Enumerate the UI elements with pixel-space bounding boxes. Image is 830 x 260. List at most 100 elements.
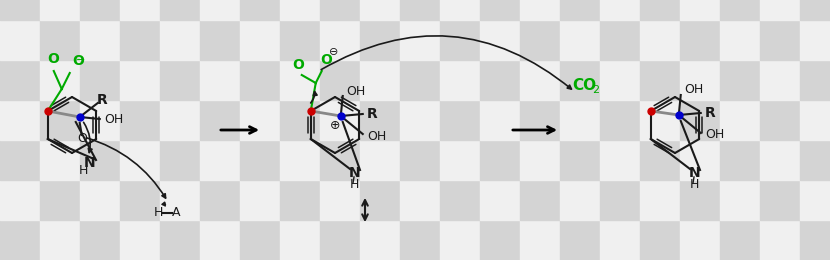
Bar (120, 20, 160, 60)
Bar (120, 220, 160, 260)
Bar (280, 100, 320, 140)
Bar (760, 0, 800, 20)
Text: −: − (76, 55, 85, 65)
Bar (280, 180, 320, 220)
Bar (560, 180, 600, 220)
Bar (280, 220, 320, 260)
Bar (360, 180, 400, 220)
Bar (160, 60, 200, 100)
Bar (400, 220, 440, 260)
Bar (280, 60, 320, 100)
Bar (360, 100, 400, 140)
Bar (680, 220, 720, 260)
Bar (480, 60, 520, 100)
Text: ⊕: ⊕ (330, 119, 340, 132)
Bar (720, 180, 760, 220)
Bar (680, 180, 720, 220)
Bar (640, 180, 680, 220)
Bar (200, 20, 240, 60)
Bar (320, 60, 360, 100)
Bar (640, 140, 680, 180)
Bar (240, 220, 280, 260)
Bar (0, 20, 40, 60)
Bar (200, 220, 240, 260)
Bar (240, 180, 280, 220)
Text: OH: OH (104, 113, 123, 126)
Bar (400, 0, 440, 20)
Bar (0, 100, 40, 140)
Bar (560, 20, 600, 60)
Bar (720, 140, 760, 180)
Bar (0, 60, 40, 100)
Bar (800, 60, 830, 100)
FancyArrowPatch shape (86, 138, 166, 198)
Bar (0, 0, 40, 20)
Bar (640, 20, 680, 60)
Bar (760, 220, 800, 260)
Bar (720, 0, 760, 20)
Text: OH: OH (684, 82, 703, 95)
Bar (40, 180, 80, 220)
Text: R: R (367, 107, 378, 121)
Bar (160, 140, 200, 180)
Bar (520, 20, 560, 60)
Bar (600, 0, 640, 20)
Bar (560, 220, 600, 260)
Bar (720, 20, 760, 60)
Bar (0, 140, 40, 180)
Text: H: H (349, 179, 359, 192)
Bar (760, 140, 800, 180)
Text: 2: 2 (592, 85, 599, 95)
Bar (80, 20, 120, 60)
Text: ⊖: ⊖ (329, 47, 339, 57)
Bar (680, 20, 720, 60)
Bar (40, 140, 80, 180)
Bar (440, 0, 480, 20)
Bar (760, 100, 800, 140)
Bar (440, 100, 480, 140)
Bar (600, 60, 640, 100)
Bar (600, 220, 640, 260)
Bar (320, 140, 360, 180)
Bar (400, 20, 440, 60)
Bar (800, 100, 830, 140)
Bar (680, 0, 720, 20)
Bar (520, 220, 560, 260)
Bar (800, 220, 830, 260)
Bar (80, 60, 120, 100)
Bar (800, 20, 830, 60)
Text: N: N (689, 166, 701, 180)
Bar (200, 60, 240, 100)
FancyArrowPatch shape (84, 122, 92, 153)
Bar (440, 20, 480, 60)
Bar (80, 180, 120, 220)
Bar (720, 220, 760, 260)
Bar (160, 0, 200, 20)
Bar (240, 140, 280, 180)
Bar (480, 0, 520, 20)
Bar (600, 20, 640, 60)
Bar (560, 0, 600, 20)
Text: CO: CO (572, 77, 596, 93)
Bar (600, 140, 640, 180)
Bar (240, 20, 280, 60)
Bar (520, 0, 560, 20)
Text: R: R (705, 106, 715, 120)
Bar (520, 100, 560, 140)
Text: H: H (154, 205, 163, 218)
Bar (280, 0, 320, 20)
Bar (120, 100, 160, 140)
Bar (80, 100, 120, 140)
Bar (400, 60, 440, 100)
Bar (160, 20, 200, 60)
Bar (800, 0, 830, 20)
Bar (80, 0, 120, 20)
Bar (320, 220, 360, 260)
Bar (0, 180, 40, 220)
Bar (560, 60, 600, 100)
Text: O: O (320, 53, 332, 67)
Bar (40, 100, 80, 140)
Bar (640, 220, 680, 260)
Bar (320, 100, 360, 140)
Bar (120, 180, 160, 220)
